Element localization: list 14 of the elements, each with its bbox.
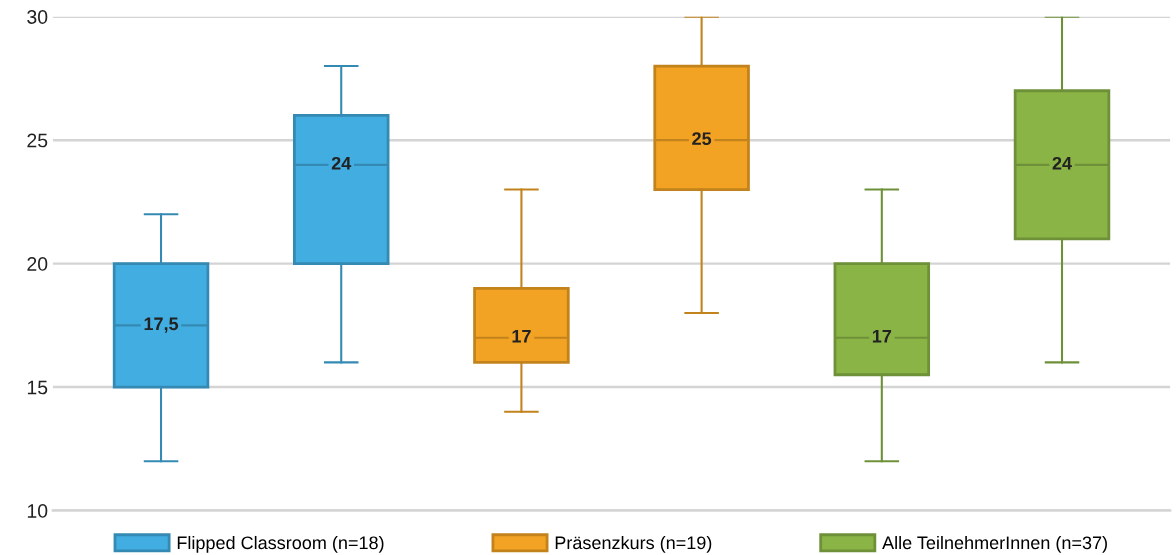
text: 17 (512, 329, 531, 343)
y-tick-label: 20 (27, 257, 48, 271)
y-tick-label: 30 (27, 10, 48, 24)
text: 17 (872, 329, 892, 343)
y-tick-label: 25 (27, 133, 48, 148)
text: 24 (1052, 156, 1072, 170)
text: 25 (692, 132, 712, 145)
y-tick-label: 15 (27, 380, 48, 395)
text: 17,5 (144, 317, 179, 333)
legend-label: Präsenzkurs (n=19) (555, 535, 712, 553)
legend-label: Flipped Classroom (n=18) (177, 535, 384, 553)
y-tick-label: 10 (27, 504, 48, 518)
legend-label: Alle TeilnehmerInnen (n=37) (882, 535, 1107, 553)
text: 24 (331, 156, 352, 170)
